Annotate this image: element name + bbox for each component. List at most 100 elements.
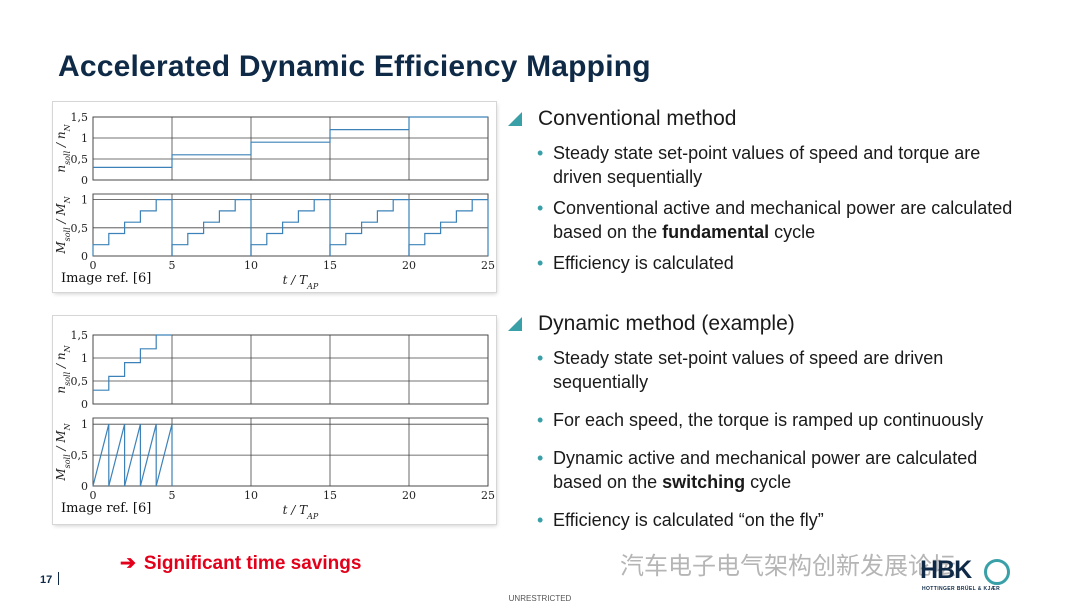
plot-frame	[92, 193, 489, 257]
y-tick-label: 1	[81, 194, 88, 207]
y-tick-label: 1,5	[71, 111, 89, 124]
bullet-text: Efficiency is calculated “on the fly”	[553, 510, 824, 530]
time-savings-callout: ➔ Significant time savings	[120, 552, 361, 575]
right-arrow-icon: ➔	[120, 553, 136, 574]
section-heading: Dynamic method (example)	[508, 310, 1028, 338]
time-savings-text: Significant time savings	[143, 553, 362, 574]
torque-ramp	[108, 424, 126, 487]
x-tick-label: 15	[323, 489, 337, 502]
torque-subplot: 0 0,5 1 Msoll / MN 0 5 10 15 20 25 t / TAP Image re…	[54, 193, 495, 291]
plot-frame	[92, 334, 489, 405]
classification-label: UNRESTRICTED	[508, 594, 572, 603]
bullet-text: For each speed, the torque is ramped up …	[553, 410, 984, 430]
torque-step-series	[329, 199, 410, 256]
plot-frame	[92, 417, 489, 487]
y-tick-label: 0,5	[71, 375, 89, 388]
conventional-method-heading: Conventional method	[538, 107, 737, 130]
y-tick-label: 0,5	[71, 153, 89, 166]
x-tick-label: 10	[244, 489, 258, 502]
y-tick-label: 1,5	[71, 329, 89, 342]
speed-setpoint-line	[93, 116, 488, 168]
bullet-dot-icon: •	[537, 410, 544, 430]
page-number: 17	[40, 572, 60, 586]
bullet-text: Efficiency is calculated	[553, 253, 734, 273]
image-reference: Image ref. [6]	[61, 501, 151, 516]
page-number-text: 17	[40, 574, 53, 586]
bullet-emphasis: switching	[662, 472, 746, 492]
x-tick-label: 20	[402, 259, 416, 272]
y-tick-label: 0	[81, 398, 88, 411]
y-tick-label: 0	[81, 480, 88, 493]
bullet-dot-icon: •	[537, 510, 544, 530]
hbk-logo: HBK HOTTINGER BRÜEL & KJÆR	[920, 556, 1030, 598]
bullet-dot-icon: •	[537, 448, 544, 468]
y-tick-label: 0	[81, 250, 88, 263]
x-tick-label: 5	[169, 259, 176, 272]
watermark-text: 汽车电子电气架构创新发展论坛	[620, 553, 956, 580]
speed-subplot: 0 0,5 1 1,5 nsoll / nN	[54, 329, 489, 411]
y-tick-label: 0,5	[71, 222, 89, 235]
dynamic-method-heading: Dynamic method (example)	[538, 312, 795, 335]
bullet-dot-icon: •	[537, 253, 544, 273]
bullet-text: Conventional active and mechanical power…	[553, 198, 1013, 242]
bullet-dot-icon: •	[537, 143, 544, 163]
x-tick-label: 25	[481, 489, 495, 502]
torque-ramp	[155, 424, 173, 487]
bullet-dot-icon: •	[537, 348, 544, 368]
bullet-text: Steady state set-point values of speed a…	[553, 143, 981, 187]
bullet-item: • Steady state set-point values of speed …	[537, 346, 1028, 394]
x-axis-label: t / TAP	[283, 273, 319, 291]
speed-setpoint-line	[93, 334, 172, 391]
bullet-item: • Conventional active and mechanical powe…	[537, 196, 1028, 244]
x-tick-label: 0	[90, 489, 97, 502]
torque-step-series	[171, 199, 252, 256]
slide-title: Accelerated Dynamic Efficiency Mapping	[58, 50, 651, 83]
torque-subplot: 0 0,5 1 Msoll / MN 0 5 10 15 20 25 t / TAP Image re…	[54, 417, 495, 521]
bullet-text: Steady state set-point values of speed a…	[553, 348, 944, 392]
bullet-text: cycle	[769, 222, 816, 242]
y-axis-label: nsoll / nN	[54, 344, 72, 393]
plot-frame	[92, 116, 489, 181]
torque-ramp	[92, 424, 110, 487]
y-tick-label: 1	[81, 352, 88, 365]
bullet-text: Dynamic active and mechanical power are …	[553, 448, 978, 492]
conventional-bullet-list: • Steady state set-point values of speed …	[508, 141, 1028, 275]
torque-step-series	[250, 199, 331, 256]
bullet-item: • For each speed, the torque is ramped up…	[537, 408, 1028, 432]
bullet-dot-icon: •	[537, 198, 544, 218]
conventional-method-figure: 0 0,5 1 1,5 nsoll / nN 0 0,5 1 Msoll / MN 0 5 10 15 2…	[53, 102, 496, 292]
bullet-text: cycle	[745, 472, 792, 492]
dynamic-method-section: Dynamic method (example) • Steady state s…	[508, 310, 1028, 546]
torque-step-series	[92, 199, 173, 256]
x-axis-label: t / TAP	[283, 503, 319, 521]
y-tick-label: 1	[81, 132, 88, 145]
bullet-item: • Steady state set-point values of speed …	[537, 141, 1028, 189]
section-heading: Conventional method	[508, 105, 1028, 133]
x-tick-label: 15	[323, 259, 337, 272]
x-tick-label: 5	[169, 489, 176, 502]
image-reference: Image ref. [6]	[61, 271, 151, 286]
y-tick-label: 0	[81, 174, 88, 187]
torque-ramp	[139, 424, 157, 487]
bullet-item: • Dynamic active and mechanical power are…	[537, 446, 1028, 494]
logo-text: HBK	[920, 556, 972, 584]
bullet-item: • Efficiency is calculated “on the fly”	[537, 508, 1028, 532]
torque-ramp	[124, 424, 141, 487]
y-tick-label: 0,5	[71, 449, 89, 462]
x-tick-label: 10	[244, 259, 258, 272]
torque-step-series	[408, 199, 489, 256]
triangle-bullet-icon	[508, 112, 522, 126]
page-number-divider	[58, 572, 60, 585]
x-tick-label: 0	[90, 259, 97, 272]
bullet-item: • Efficiency is calculated	[537, 251, 1028, 275]
logo-globe-icon	[984, 559, 1010, 585]
x-tick-label: 25	[481, 259, 495, 272]
y-axis-label: Msoll / MN	[54, 422, 72, 481]
y-axis-label: Msoll / MN	[54, 195, 72, 254]
x-tick-label: 20	[402, 489, 416, 502]
logo-subtitle: HOTTINGER BRÜEL & KJÆR	[922, 586, 1001, 592]
dynamic-chart: 0 0,5 1 1,5 nsoll / nN 0 0,5 1 Msoll / MN 0 5 10 15 2…	[54, 329, 495, 521]
dynamic-method-figure: 0 0,5 1 1,5 nsoll / nN 0 0,5 1 Msoll / MN 0 5 10 15 2…	[53, 316, 496, 524]
